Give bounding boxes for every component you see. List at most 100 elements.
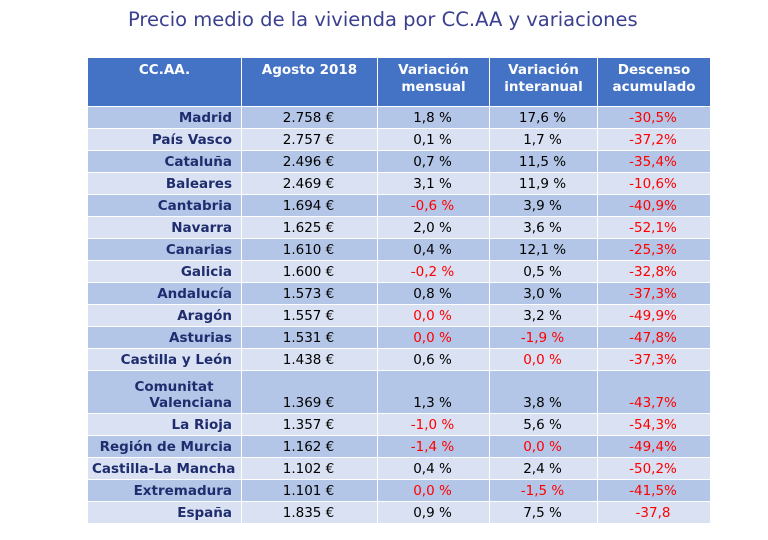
region-name-cell: España <box>87 501 242 524</box>
page-title: Precio medio de la vivienda por CC.AA y … <box>128 8 638 31</box>
price-cell: 1.573 € <box>241 282 378 305</box>
monthly-variation-cell: 2,0 % <box>377 216 490 239</box>
accumulated-decline-cell: -47,8% <box>597 326 711 349</box>
price-cell: 1.369 € <box>241 370 378 414</box>
price-cell: 1.835 € <box>241 501 378 524</box>
accumulated-decline-cell: -49,4% <box>597 435 711 458</box>
monthly-variation-cell: 3,1 % <box>377 172 490 195</box>
accumulated-decline-cell: -49,9% <box>597 304 711 327</box>
monthly-variation-cell: 0,6 % <box>377 348 490 371</box>
yearly-variation-cell: 0,0 % <box>489 435 598 458</box>
table-row: Cataluña 2.496 €0,7 % 11,5 % -35,4% <box>87 150 711 173</box>
table-row: Castilla y León 1.438 €0,6 % 0,0 % -37,3% <box>87 348 711 371</box>
region-name-cell: Canarias <box>87 238 242 261</box>
region-name-cell: Baleares <box>87 172 242 195</box>
accumulated-decline-cell: -37,3% <box>597 282 711 305</box>
table-body: Madrid 2.758 €1,8 % 17,6 % -30,5% País Vasco… <box>87 106 711 524</box>
yearly-variation-cell: 3,6 % <box>489 216 598 239</box>
yearly-variation-cell: 0,5 % <box>489 260 598 283</box>
accumulated-decline-cell: -43,7% <box>597 370 711 414</box>
monthly-variation-cell: 1,8 % <box>377 106 490 129</box>
yearly-variation-cell: 3,0 % <box>489 282 598 305</box>
table-row: Castilla-La Mancha 1.102 €0,4 % 2,4 % -50,2… <box>87 457 711 480</box>
header-variacion-interanual: Variación interanual <box>489 57 598 107</box>
monthly-variation-cell: 0,0 % <box>377 326 490 349</box>
table-header-row: CC.AA. Agosto 2018 Variación mensual Var… <box>87 57 711 107</box>
accumulated-decline-cell: -54,3% <box>597 413 711 436</box>
region-name-cell: Aragón <box>87 304 242 327</box>
region-name-cell: Andalucía <box>87 282 242 305</box>
table-row: País Vasco 2.757 €0,1 % 1,7 % -37,2% <box>87 128 711 151</box>
yearly-variation-cell: 2,4 % <box>489 457 598 480</box>
price-cell: 1.101 € <box>241 479 378 502</box>
region-name-cell: Región de Murcia <box>87 435 242 458</box>
table-row: España 1.835 €0,9 % 7,5 % -37,8 <box>87 501 711 524</box>
monthly-variation-cell: -1,4 % <box>377 435 490 458</box>
region-name-cell: Madrid <box>87 106 242 129</box>
region-name-cell: Cantabria <box>87 194 242 217</box>
table-row: La Rioja 1.357 € -1,0 % 5,6 % -54,3% <box>87 413 711 436</box>
yearly-variation-cell: 3,2 % <box>489 304 598 327</box>
yearly-variation-cell: 12,1 % <box>489 238 598 261</box>
price-cell: 1.438 € <box>241 348 378 371</box>
monthly-variation-cell: 0,4 % <box>377 238 490 261</box>
table-row: Aragón 1.557 €0,0 % 3,2 % -49,9% <box>87 304 711 327</box>
table-row: Cantabria 1.694 € -0,6 % 3,9 % -40,9% <box>87 194 711 217</box>
region-name-cell: País Vasco <box>87 128 242 151</box>
price-cell: 2.758 € <box>241 106 378 129</box>
monthly-variation-cell: 0,0 % <box>377 479 490 502</box>
accumulated-decline-cell: -41,5% <box>597 479 711 502</box>
accumulated-decline-cell: -50,2% <box>597 457 711 480</box>
table-row: Comunitat Valenciana 1.369 €1,3 % 3,8 % -43,… <box>87 370 711 414</box>
accumulated-decline-cell: -40,9% <box>597 194 711 217</box>
table-row: Andalucía 1.573 €0,8 % 3,0 % -37,3% <box>87 282 711 305</box>
monthly-variation-cell: -0,2 % <box>377 260 490 283</box>
monthly-variation-cell: 0,8 % <box>377 282 490 305</box>
accumulated-decline-cell: -32,8% <box>597 260 711 283</box>
monthly-variation-cell: -1,0 % <box>377 413 490 436</box>
accumulated-decline-cell: -37,8 <box>597 501 711 524</box>
region-name-cell: Galicia <box>87 260 242 283</box>
price-cell: 2.757 € <box>241 128 378 151</box>
accumulated-decline-cell: -52,1% <box>597 216 711 239</box>
table-row: Asturias 1.531 €0,0 % -1,9 % -47,8% <box>87 326 711 349</box>
header-variacion-mensual: Variación mensual <box>377 57 490 107</box>
region-name-cell: Cataluña <box>87 150 242 173</box>
header-agosto-2018: Agosto 2018 <box>241 57 378 107</box>
price-cell: 1.162 € <box>241 435 378 458</box>
monthly-variation-cell: 0,9 % <box>377 501 490 524</box>
monthly-variation-cell: 1,3 % <box>377 370 490 414</box>
yearly-variation-cell: 11,5 % <box>489 150 598 173</box>
accumulated-decline-cell: -37,2% <box>597 128 711 151</box>
price-cell: 1.557 € <box>241 304 378 327</box>
price-cell: 1.610 € <box>241 238 378 261</box>
accumulated-decline-cell: -10,6% <box>597 172 711 195</box>
yearly-variation-cell: 1,7 % <box>489 128 598 151</box>
table-row: Galicia 1.600 € -0,2 % 0,5 % -32,8% <box>87 260 711 283</box>
accumulated-decline-cell: -37,3% <box>597 348 711 371</box>
table-row: Baleares 2.469 €3,1 % 11,9 % -10,6% <box>87 172 711 195</box>
table-row: Región de Murcia 1.162 € -1,4 % 0,0 % -49,4% <box>87 435 711 458</box>
table-row: Madrid 2.758 €1,8 % 17,6 % -30,5% <box>87 106 711 129</box>
yearly-variation-cell: 3,9 % <box>489 194 598 217</box>
region-name-cell: Asturias <box>87 326 242 349</box>
yearly-variation-cell: 0,0 % <box>489 348 598 371</box>
region-name-cell: Comunitat Valenciana <box>87 370 242 414</box>
monthly-variation-cell: 0,0 % <box>377 304 490 327</box>
region-name-cell: Castilla y León <box>87 348 242 371</box>
monthly-variation-cell: 0,7 % <box>377 150 490 173</box>
price-cell: 1.531 € <box>241 326 378 349</box>
yearly-variation-cell: -1,9 % <box>489 326 598 349</box>
yearly-variation-cell: 11,9 % <box>489 172 598 195</box>
yearly-variation-cell: 5,6 % <box>489 413 598 436</box>
accumulated-decline-cell: -30,5% <box>597 106 711 129</box>
accumulated-decline-cell: -25,3% <box>597 238 711 261</box>
table-row: Canarias 1.610 €0,4 % 12,1 % -25,3% <box>87 238 711 261</box>
header-descenso-acumulado: Descenso acumulado <box>597 57 711 107</box>
price-cell: 1.600 € <box>241 260 378 283</box>
price-cell: 2.469 € <box>241 172 378 195</box>
monthly-variation-cell: 0,4 % <box>377 457 490 480</box>
yearly-variation-cell: 7,5 % <box>489 501 598 524</box>
price-cell: 1.102 € <box>241 457 378 480</box>
yearly-variation-cell: 3,8 % <box>489 370 598 414</box>
